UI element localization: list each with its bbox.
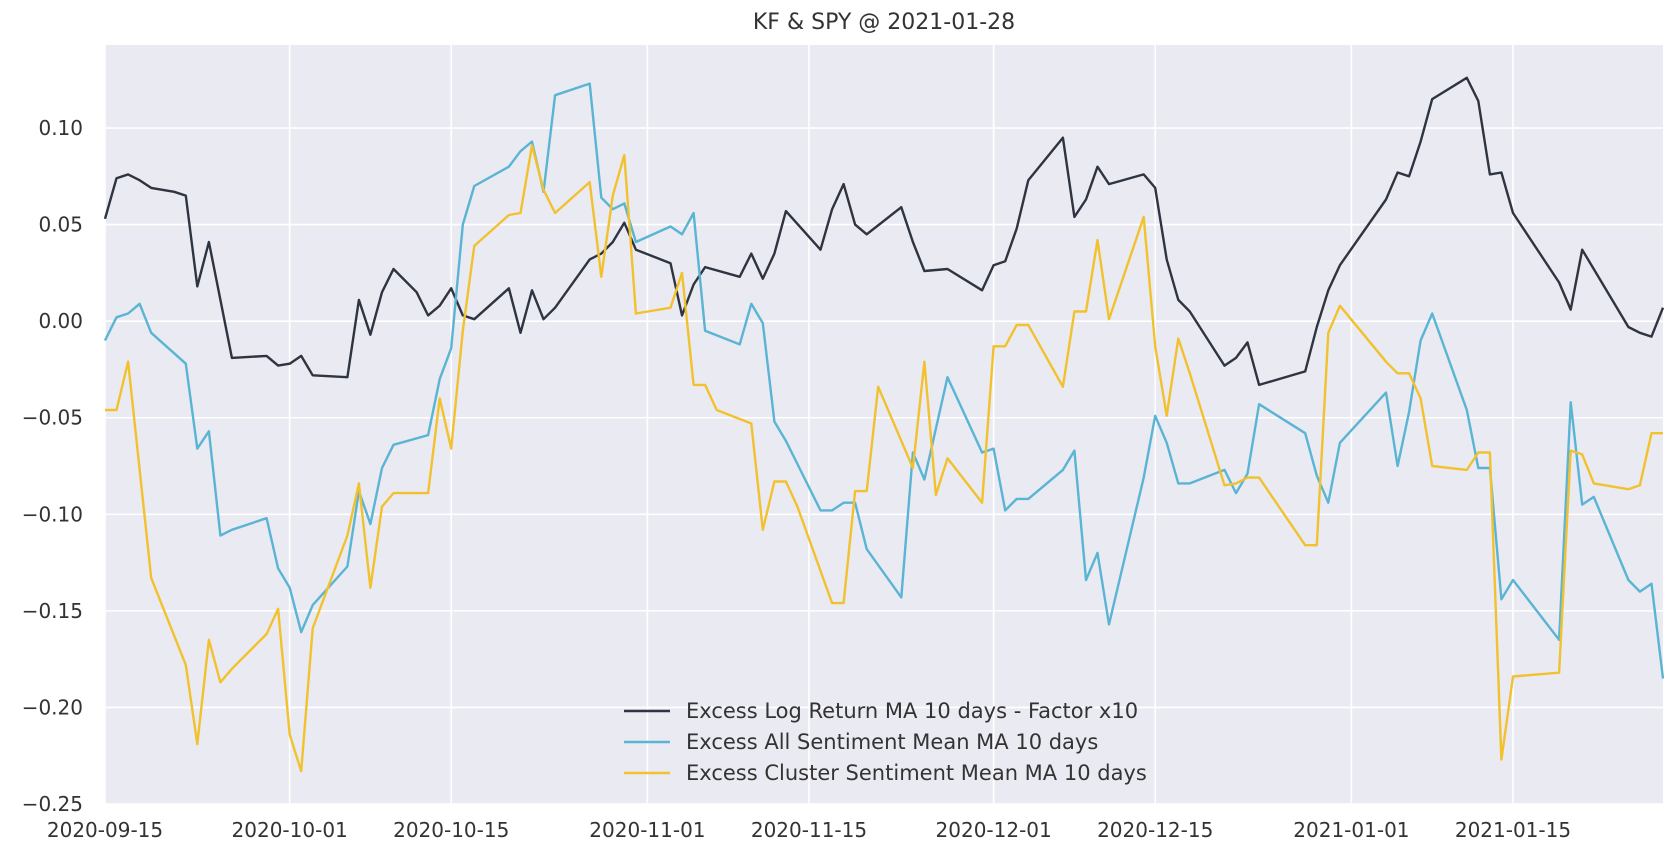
x-tick-label: 2021-01-01 [1293,818,1409,842]
x-tick-label: 2020-11-01 [589,818,705,842]
y-tick-label: −0.05 [22,406,83,430]
series-lines [103,76,1665,773]
y-tick-label: −0.15 [22,599,83,623]
legend-label: Excess All Sentiment Mean MA 10 days [686,730,1098,754]
y-tick-label: −0.20 [22,695,83,719]
x-tick-label: 2021-01-15 [1455,818,1571,842]
x-gridlines [104,45,1514,804]
y-tick-label: 0.10 [38,116,83,140]
x-tick-label: 2020-10-15 [393,818,509,842]
legend: Excess Log Return MA 10 days - Factor x1… [624,699,1147,785]
series-line-1 [103,76,1665,387]
y-tick-label: 0.00 [38,309,83,333]
series-line-2 [103,82,1665,679]
x-axis-tick-labels: 2020-09-15 2020-10-01 2020-10-15 2020-11-01… [47,818,1571,842]
chart-title: KF & SPY @ 2021-01-28 [753,10,1015,35]
legend-label: Excess Log Return MA 10 days - Factor x1… [686,699,1138,723]
y-axis-tick-labels: 0.10 0.05 0.00 −0.05 −0.10 −0.15 −0.20 −0.25 [22,116,83,816]
series-line-3 [105,144,1663,773]
y-tick-label: 0.05 [38,213,83,237]
y-gridlines [105,127,1663,805]
x-tick-label: 2020-12-01 [936,818,1052,842]
x-tick-label: 2020-11-15 [751,818,867,842]
x-tick-label: 2020-12-15 [1097,818,1213,842]
y-tick-label: −0.25 [22,792,83,816]
legend-label: Excess Cluster Sentiment Mean MA 10 days [686,761,1147,785]
x-tick-label: 2020-10-01 [232,818,348,842]
y-tick-label: −0.10 [22,502,83,526]
plot-area [105,45,1663,804]
x-tick-label: 2020-09-15 [47,818,163,842]
